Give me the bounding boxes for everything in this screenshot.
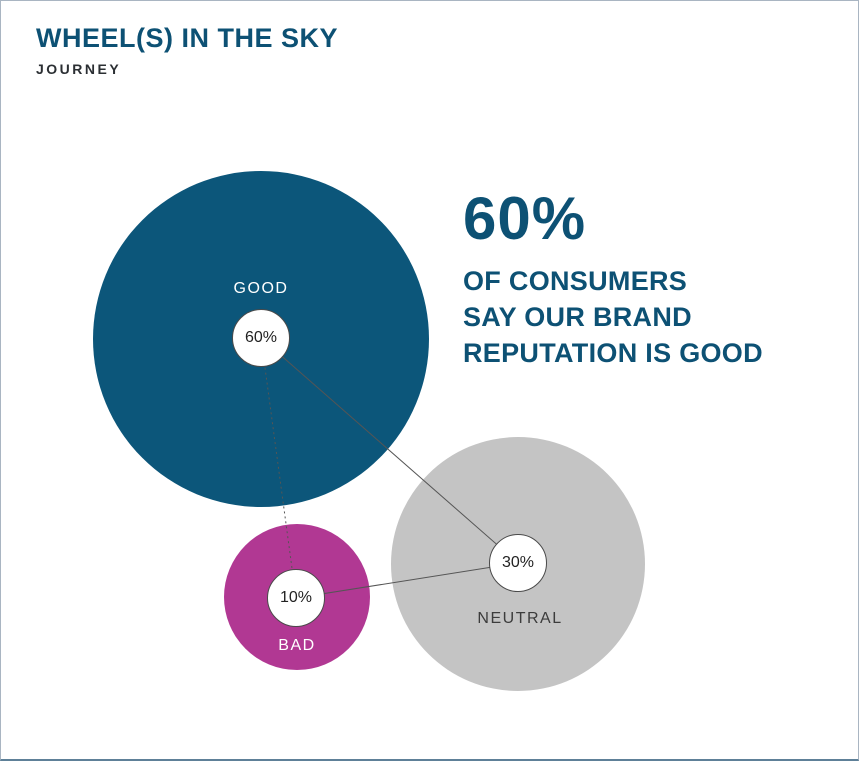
bubble-label-neutral: NEUTRAL (477, 610, 563, 627)
page-title: WHEEL(S) IN THE SKY (36, 23, 339, 53)
callout-line-3: REPUTATION IS GOOD (463, 338, 763, 368)
value-neutral: 30% (501, 554, 535, 571)
callout-text: OF CONSUMERS SAY OUR BRAND REPUTATION IS… (463, 263, 763, 371)
value-node-neutral: 30% (489, 534, 547, 592)
page-subtitle: JOURNEY (36, 61, 122, 77)
bubble-label-bad: BAD (278, 637, 316, 654)
value-node-good: 60% (232, 309, 290, 367)
callout-stat: 60% (463, 185, 587, 252)
callout-line-2: SAY OUR BRAND (463, 302, 692, 332)
callout-line-1: OF CONSUMERS (463, 266, 688, 296)
value-good: 60% (244, 329, 278, 346)
callout: 60% OF CONSUMERS SAY OUR BRAND REPUTATIO… (463, 184, 763, 371)
value-bad: 10% (279, 589, 313, 606)
header: WHEEL(S) IN THE SKY JOURNEY (36, 23, 338, 77)
bubble-label-good: GOOD (233, 280, 289, 297)
value-node-bad: 10% (267, 569, 325, 627)
